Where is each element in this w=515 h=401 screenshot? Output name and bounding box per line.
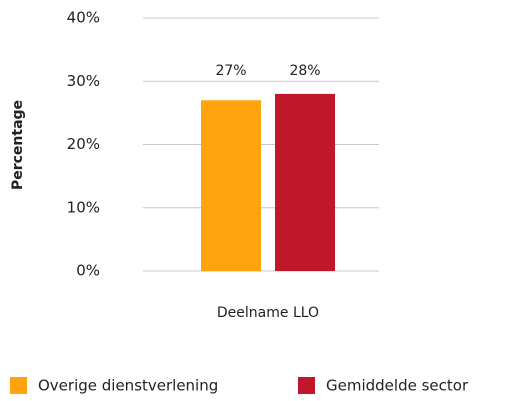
y-axis-title: Percentage [10,100,26,190]
bar [201,100,261,271]
y-tick-label: 20% [67,135,100,153]
value-label: 28% [289,63,320,79]
y-tick-label: 0% [76,262,100,280]
value-label: 27% [215,63,246,79]
y-tick-label: 40% [67,9,100,27]
y-tick-label: 30% [67,72,100,90]
legend-swatch [10,377,27,394]
bar [275,93,335,272]
legend-label: Gemiddelde sector [326,377,469,395]
x-tick-label: Deelname LLO [217,305,319,321]
y-tick-label: 10% [67,198,100,216]
legend-swatch [298,377,315,394]
legend-label: Overige dienstverlening [38,377,218,395]
